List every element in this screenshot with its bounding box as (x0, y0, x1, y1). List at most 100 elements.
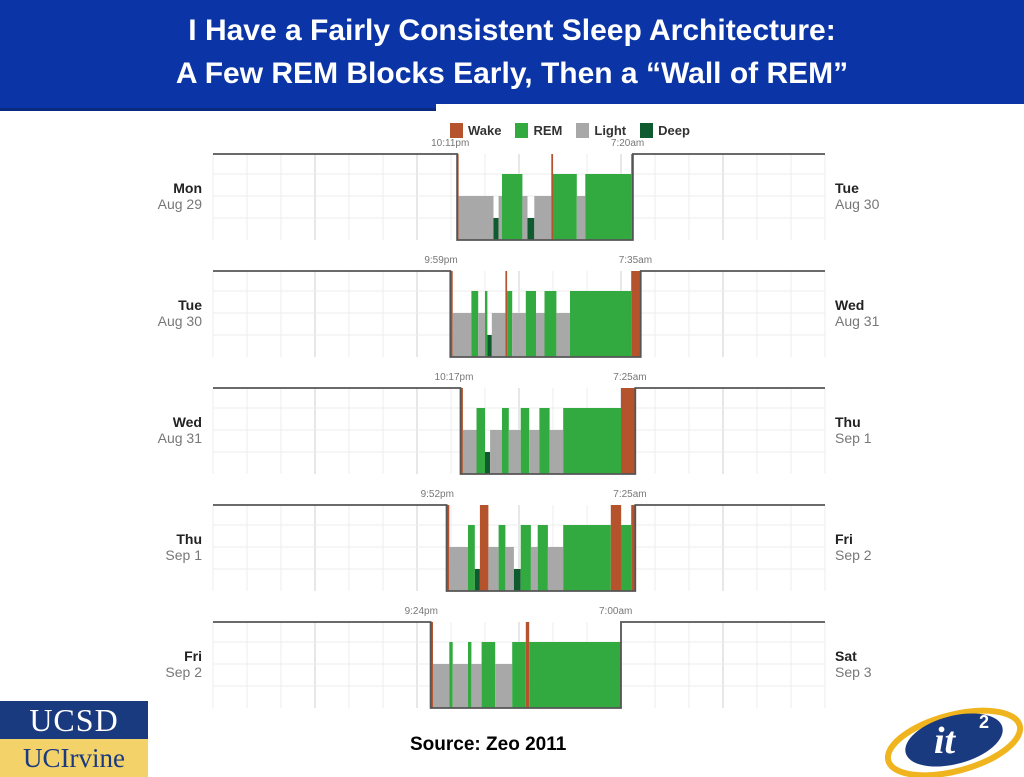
start-day: Mon (173, 180, 202, 196)
awake-outline (213, 621, 825, 709)
awake-outline (213, 270, 825, 358)
sleep-segment-light (452, 313, 472, 357)
start-date: Sep 1 (165, 547, 202, 563)
night-end-label: Wed Aug 31 (835, 297, 925, 329)
ucsd-logo: UCSD (0, 701, 148, 739)
sleep-segment-rem (481, 642, 496, 708)
sleep-segment-wake (446, 505, 450, 591)
chart-legend: Wake REM Light Deep (450, 120, 704, 140)
sleep-segment-wake (479, 505, 489, 591)
sleep-segment-deep (474, 569, 480, 591)
legend-label: Deep (658, 122, 690, 138)
source-caption: Source: Zeo 2011 (410, 734, 567, 755)
sleep-segment-light (495, 664, 513, 708)
sleep-segment-rem (563, 408, 621, 474)
sleep-segment-rem (539, 408, 550, 474)
night-end-label: Thu Sep 1 (835, 414, 925, 446)
legend-swatch (450, 122, 463, 138)
sleep-segment-wake (631, 505, 636, 591)
sleep-segment-rem (525, 291, 536, 357)
night-start-label: Tue Aug 30 (110, 297, 202, 329)
sleep-segment-wake (430, 622, 433, 708)
sleep-end-time: 7:25am (613, 372, 647, 383)
start-day: Tue (178, 297, 202, 313)
hypnogram-chart (212, 621, 826, 709)
sleep-segment-rem (507, 291, 513, 357)
sleep-segment-light (449, 547, 468, 591)
sleep-segment-rem (585, 174, 632, 240)
sleep-segment-light (452, 664, 468, 708)
legend-item-light: Light (576, 122, 627, 138)
legend-label: Light (594, 122, 627, 138)
sleep-segment-rem (621, 525, 632, 591)
night-start-label: Fri Sep 2 (110, 648, 202, 680)
slide-title-line-2: A Few REM Blocks Early, Then a “Wall of … (175, 57, 849, 90)
legend-swatch (515, 122, 529, 138)
sleep-segment-light (556, 313, 570, 357)
legend-label: Wake (468, 122, 502, 138)
sleep-start-time: 9:59pm (424, 255, 458, 266)
sleep-segment-deep (487, 335, 492, 357)
sleep-segment-rem (520, 408, 530, 474)
sleep-segment-light (462, 430, 477, 474)
end-date: Sep 1 (835, 430, 872, 446)
sleep-end-time: 7:35am (618, 255, 653, 266)
start-day: Thu (176, 531, 202, 547)
sleep-segment-rem (544, 291, 557, 357)
start-date: Aug 31 (157, 430, 202, 446)
sleep-segment-rem (485, 291, 488, 357)
sleep-segment-rem (471, 291, 479, 357)
end-day: Wed (835, 297, 865, 313)
night-end-label: Tue Aug 30 (835, 180, 925, 212)
sleep-segment-rem (449, 642, 453, 708)
awake-outline (213, 153, 825, 241)
title-bar: I Have a Fairly Consistent Sleep Archite… (0, 0, 1024, 111)
sleep-segment-light (549, 430, 564, 474)
sleep-segment-wake (525, 622, 530, 708)
sleep-segment-rem (520, 525, 531, 591)
sleep-segment-deep (513, 569, 521, 591)
sleep-segment-rem (553, 174, 577, 240)
end-day: Fri (835, 531, 853, 547)
sleep-segment-rem (476, 408, 485, 474)
sleep-segment-light (530, 547, 538, 591)
hypnogram-chart (212, 270, 826, 358)
sleep-segment-light (512, 313, 526, 357)
end-date: Aug 31 (835, 313, 880, 329)
end-day: Tue (835, 180, 859, 196)
legend-item-wake: Wake (450, 122, 502, 138)
sleep-segment-rem (468, 525, 475, 591)
end-date: Aug 30 (835, 196, 880, 212)
night-end-label: Sat Sep 3 (835, 648, 925, 680)
legend-label: REM (533, 122, 563, 138)
legend-swatch (576, 122, 590, 138)
awake-outline (213, 504, 825, 592)
night-start-label: Thu Sep 1 (110, 531, 202, 563)
sleep-segment-rem (563, 525, 611, 591)
night-start-label: Wed Aug 31 (110, 414, 202, 446)
sleep-segment-rem (529, 642, 621, 708)
sleep-segment-light (490, 430, 502, 474)
sleep-segment-light (505, 547, 514, 591)
night-end-label: Fri Sep 2 (835, 531, 925, 563)
sleep-segment-deep (527, 218, 535, 240)
end-date: Sep 2 (835, 547, 872, 563)
legend-swatch (640, 122, 654, 138)
start-date: Aug 29 (157, 196, 202, 212)
sleep-start-time: 9:52pm (420, 489, 454, 500)
sleep-end-time: 7:25am (613, 489, 647, 500)
title-tab-cutout (436, 104, 1024, 112)
sleep-segment-wake (450, 271, 453, 357)
end-day: Thu (835, 414, 861, 430)
sleep-segment-light (491, 313, 506, 357)
sleep-segment-wake (505, 271, 508, 357)
sleep-segment-light (508, 430, 521, 474)
sleep-segment-rem (468, 642, 472, 708)
sleep-segment-light (471, 664, 482, 708)
start-date: Sep 2 (165, 664, 202, 680)
start-day: Wed (172, 414, 202, 430)
sleep-segment-wake (631, 271, 641, 357)
legend-item-deep: Deep (640, 122, 690, 138)
sleep-segment-deep (485, 452, 491, 474)
sleep-segment-light (488, 547, 499, 591)
